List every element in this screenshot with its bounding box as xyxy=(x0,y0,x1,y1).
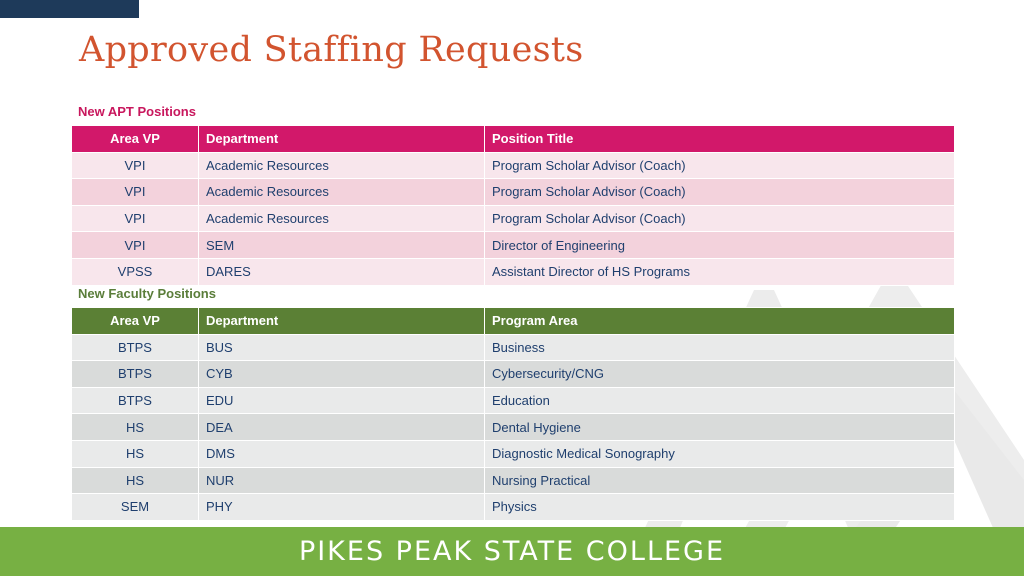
column-header-area-vp: Area VP xyxy=(71,125,199,153)
table-row: BTPS BUS Business xyxy=(71,333,955,362)
cell-department: DMS xyxy=(198,439,485,468)
page-title: Approved Staffing Requests xyxy=(79,30,584,70)
apt-positions-table: Area VP Department Position Title VPI Ac… xyxy=(71,125,955,286)
cell-position-title: Program Scholar Advisor (Coach) xyxy=(484,151,955,180)
cell-department: PHY xyxy=(198,493,485,521)
table-header-row: Area VP Department Position Title xyxy=(71,125,955,153)
table-row: HS DEA Dental Hygiene xyxy=(71,413,955,441)
cell-department: Academic Resources xyxy=(198,204,485,233)
cell-program-area: Education xyxy=(484,386,955,415)
cell-area-vp: SEM xyxy=(71,493,199,521)
cell-area-vp: VPI xyxy=(71,231,199,259)
cell-area-vp: VPI xyxy=(71,178,199,206)
table-row: VPI Academic Resources Program Scholar A… xyxy=(71,204,955,233)
cell-area-vp: BTPS xyxy=(71,386,199,415)
column-header-department: Department xyxy=(198,125,485,153)
cell-program-area: Dental Hygiene xyxy=(484,413,955,441)
cell-area-vp: HS xyxy=(71,413,199,441)
cell-department: Academic Resources xyxy=(198,151,485,180)
faculty-positions-table: Area VP Department Program Area BTPS BUS… xyxy=(71,307,955,521)
cell-area-vp: VPI xyxy=(71,151,199,180)
table-row: VPI SEM Director of Engineering xyxy=(71,231,955,259)
top-accent-bar xyxy=(0,0,139,18)
cell-department: SEM xyxy=(198,231,485,259)
column-header-position-title: Position Title xyxy=(484,125,955,153)
cell-program-area: Nursing Practical xyxy=(484,466,955,495)
cell-position-title: Program Scholar Advisor (Coach) xyxy=(484,204,955,233)
cell-area-vp: HS xyxy=(71,466,199,495)
cell-program-area: Diagnostic Medical Sonography xyxy=(484,439,955,468)
table-row: VPI Academic Resources Program Scholar A… xyxy=(71,178,955,206)
cell-program-area: Cybersecurity/CNG xyxy=(484,360,955,388)
apt-section-label: New APT Positions xyxy=(78,104,196,119)
college-name: PIKES PEAK STATE COLLEGE xyxy=(298,536,726,567)
cell-department: EDU xyxy=(198,386,485,415)
table-row: HS NUR Nursing Practical xyxy=(71,466,955,495)
cell-position-title: Program Scholar Advisor (Coach) xyxy=(484,178,955,206)
cell-area-vp: HS xyxy=(71,439,199,468)
faculty-section-label: New Faculty Positions xyxy=(78,286,216,301)
cell-department: Academic Resources xyxy=(198,178,485,206)
cell-position-title: Assistant Director of HS Programs xyxy=(484,257,955,286)
column-header-area-vp: Area VP xyxy=(71,307,199,335)
table-row: BTPS EDU Education xyxy=(71,386,955,415)
table-row: SEM PHY Physics xyxy=(71,493,955,521)
table-header-row: Area VP Department Program Area xyxy=(71,307,955,335)
footer-bar: PIKES PEAK STATE COLLEGE xyxy=(0,527,1024,576)
cell-program-area: Business xyxy=(484,333,955,362)
cell-area-vp: VPI xyxy=(71,204,199,233)
column-header-program-area: Program Area xyxy=(484,307,955,335)
cell-area-vp: VPSS xyxy=(71,257,199,286)
cell-position-title: Director of Engineering xyxy=(484,231,955,259)
cell-department: NUR xyxy=(198,466,485,495)
column-header-department: Department xyxy=(198,307,485,335)
cell-area-vp: BTPS xyxy=(71,333,199,362)
table-row: VPI Academic Resources Program Scholar A… xyxy=(71,151,955,180)
cell-program-area: Physics xyxy=(484,493,955,521)
cell-department: CYB xyxy=(198,360,485,388)
cell-department: BUS xyxy=(198,333,485,362)
cell-department: DARES xyxy=(198,257,485,286)
table-row: VPSS DARES Assistant Director of HS Prog… xyxy=(71,257,955,286)
table-row: BTPS CYB Cybersecurity/CNG xyxy=(71,360,955,388)
table-row: HS DMS Diagnostic Medical Sonography xyxy=(71,439,955,468)
cell-area-vp: BTPS xyxy=(71,360,199,388)
cell-department: DEA xyxy=(198,413,485,441)
